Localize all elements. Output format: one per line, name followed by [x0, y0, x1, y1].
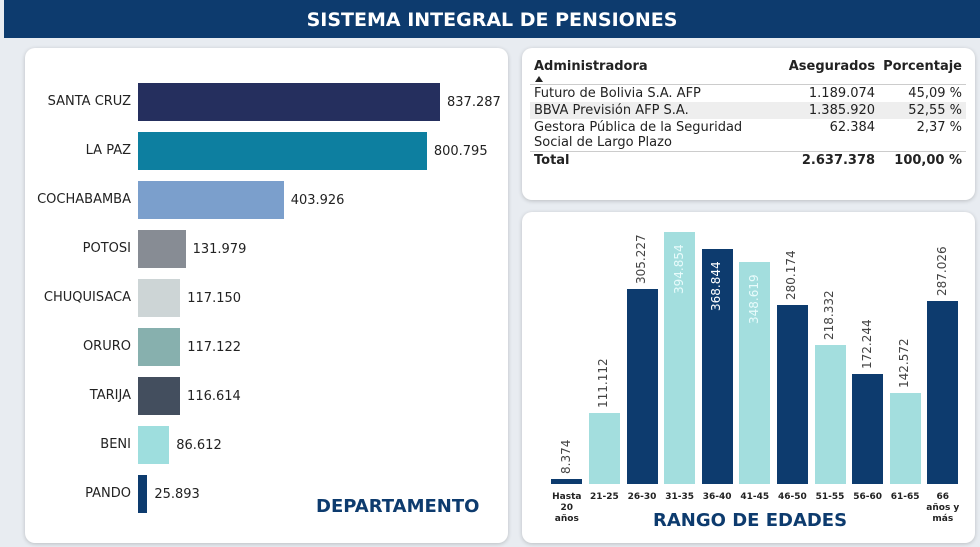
bar	[626, 289, 658, 484]
bar	[138, 279, 181, 317]
header-title: SISTEMA INTEGRAL DE PENSIONES	[4, 0, 980, 38]
category-label: ORURO	[82, 339, 131, 354]
bar	[138, 475, 148, 513]
x-tick-label: 61-65	[890, 492, 920, 502]
value-label: 117.150	[187, 291, 242, 306]
table: Administradora Asegurados Porcentaje Fut…	[530, 58, 966, 169]
value-label: 280.174	[784, 250, 799, 301]
table-row: Gestora Pública de la Seguridad Social d…	[530, 119, 966, 152]
cell: 45,09 %	[908, 86, 962, 101]
x-tick-label: 31-35	[665, 492, 694, 502]
value-label: 287.026	[934, 246, 949, 296]
table-row: BBVA Previsión AFP S.A. 1.385.920 52,55 %	[530, 102, 966, 119]
cell: 62.384	[829, 120, 876, 135]
bar	[551, 478, 583, 484]
value-label: 837.287	[447, 95, 501, 110]
cell: 100,00 %	[894, 153, 962, 168]
x-tick-label: 21-25	[589, 492, 619, 502]
value-label: 218.332	[822, 290, 836, 340]
category-label: CHUQUISACA	[43, 290, 131, 305]
value-label: 348.619	[746, 273, 761, 324]
bar	[588, 413, 620, 484]
bar	[664, 232, 696, 484]
value-label: 111.112	[596, 358, 611, 409]
bar	[852, 374, 884, 484]
cell: Futuro de Bolivia S.A. AFP	[534, 86, 701, 101]
chart-title: DEPARTAMENTO	[316, 496, 480, 517]
x-tick-label: 26-30	[627, 492, 657, 502]
category-label: SANTA CRUZ	[47, 94, 131, 109]
value-label: 116.614	[187, 389, 241, 404]
value-label: 368.844	[709, 260, 724, 311]
x-tick-label: 41-45	[740, 492, 770, 502]
value-label: 8.374	[558, 439, 573, 474]
x-tick-label: 36-40	[702, 492, 732, 502]
bar	[138, 181, 284, 219]
x-tick-label: Hasta 20 años	[552, 492, 582, 524]
category-label: POTOSI	[82, 241, 131, 256]
cell: 2,37 %	[916, 120, 962, 135]
chart-title: RANGO DE EDADES	[653, 510, 848, 531]
value-label: 131.979	[192, 242, 247, 257]
bar	[138, 83, 440, 121]
value-label: 403.926	[290, 193, 345, 208]
value-label: 142.572	[897, 338, 912, 388]
column-header: Administradora	[534, 59, 648, 74]
bar	[138, 377, 181, 415]
bar	[739, 261, 771, 484]
category-label: LA PAZ	[85, 143, 131, 158]
bar	[927, 300, 959, 484]
x-tick-label: 66 años y más	[926, 492, 960, 524]
value-label: 305.227	[634, 234, 648, 285]
x-tick-label: 56-60	[853, 492, 882, 502]
value-label: 117.122	[187, 340, 241, 355]
bar	[814, 344, 846, 484]
cell: 2.637.378	[801, 153, 876, 168]
bar	[138, 328, 181, 366]
bar	[776, 305, 808, 484]
sort-icon[interactable]	[535, 76, 543, 82]
category-label: COCHABAMBA	[37, 192, 131, 207]
cell: 1.189.074	[808, 86, 876, 101]
bar	[138, 230, 186, 268]
bar	[889, 393, 921, 484]
value-label: 172.244	[859, 319, 874, 370]
category-label: PANDO	[85, 486, 131, 501]
cell: BBVA Previsión AFP S.A.	[534, 103, 689, 118]
cell: 52,55 %	[908, 103, 962, 118]
cell: Gestora Pública de la Seguridad Social d…	[534, 120, 743, 150]
value-label: 86.612	[176, 438, 222, 453]
value-label: 394.854	[671, 244, 686, 294]
column-header: Porcentaje	[883, 59, 962, 74]
value-label: 800.795	[433, 144, 488, 159]
value-label: 25.893	[154, 487, 200, 502]
bar	[138, 132, 427, 170]
department-panel	[25, 48, 508, 543]
bar	[138, 426, 170, 464]
category-label: TARIJA	[89, 388, 131, 403]
cell: 1.385.920	[808, 103, 876, 118]
cell: Total	[534, 153, 570, 168]
x-tick-label: 46-50	[777, 492, 807, 502]
column-header: Asegurados	[788, 59, 876, 74]
table-panel: Administradora Asegurados Porcentaje Fut…	[522, 48, 975, 200]
bar	[701, 248, 733, 484]
total-row: Total 2.637.378 100,00 %	[530, 151, 966, 170]
category-label: BENI	[100, 437, 131, 452]
table-row: Futuro de Bolivia S.A. AFP 1.189.074 45,09…	[530, 85, 966, 103]
x-tick-label: 51-55	[815, 492, 845, 502]
